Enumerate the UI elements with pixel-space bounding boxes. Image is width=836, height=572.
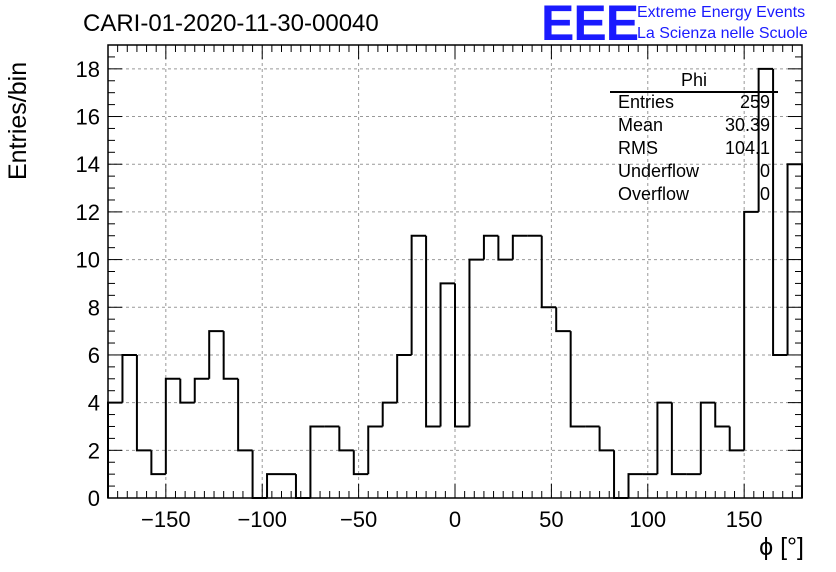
tick-labels: −150 −100 −50 0 50 100 150 0 2 4 6 8 10 12 14 16 18 [76,57,763,532]
histogram-bin [728,426,745,452]
stats-value: 30.39 [724,115,770,135]
logo-text-line1: Extreme Energy Events [637,4,806,21]
stats-value: 259 [739,92,770,112]
stats-value: 0 [759,184,770,204]
x-tick-label: 150 [726,507,763,532]
histogram-bin [222,331,239,380]
histogram-bin [482,234,499,260]
y-axis-label: Entries/bin [4,61,32,180]
histogram-bin [309,425,325,498]
y-tick-label: 2 [88,438,100,463]
grid-lines [108,45,802,498]
histogram-bin [656,401,672,475]
histogram-bin [135,354,152,452]
histogram-bin [121,353,137,403]
histogram-bin [772,68,788,356]
x-tick-label: −50 [340,507,377,532]
x-tick-label: −150 [141,507,191,532]
histogram-bin [266,473,282,498]
stats-key: Overflow [618,184,690,204]
histogram-bin [425,235,441,428]
histogram-bin [613,450,629,499]
eee-logo: EEE Extreme Energy Events La Scienza nel… [541,0,831,51]
stats-key: RMS [618,138,658,158]
stats-row-overflow: Overflow 0 [618,184,770,207]
histogram-bin [670,402,687,476]
x-tick-label: 100 [629,507,666,532]
stats-title: Phi [680,70,707,90]
y-tick-label: 12 [76,200,100,225]
histogram-bin [381,401,398,427]
y-tick-label: 6 [88,343,100,368]
stats-box: Phi Entries 259 Mean 30.39 RMS 104.1 Und… [610,70,778,210]
stats-key: Entries [618,92,675,112]
histogram-bin [208,330,224,379]
stats-row-underflow: Underflow 0 [618,161,770,184]
y-tick-label: 14 [76,152,100,177]
x-tick-label: 50 [539,507,563,532]
x-tick-label: 0 [449,507,461,532]
histogram-bin [757,67,774,212]
histogram-bin [569,331,586,428]
histogram-bin [497,235,513,261]
y-tick-label: 18 [76,57,100,82]
y-tick-label: 8 [88,295,100,320]
stats-key: Underflow [618,161,700,181]
y-tick-label: 16 [76,105,100,130]
y-tick-label: 10 [76,248,100,273]
histogram-bin [410,234,427,355]
y-tick-label: 0 [88,486,100,511]
chart-title: CARI-01-2020-11-30-00040 [83,10,379,37]
stats-row-rms: RMS 104.1 [618,138,770,161]
histogram-bin [511,234,528,260]
histogram-bin [540,235,557,309]
histogram-bin [251,450,268,499]
histogram-series [107,67,803,499]
eee-logo-mark: EEE [541,0,639,51]
histogram-bin [468,258,484,427]
y-tick-label: 4 [88,391,100,416]
histogram-bin [627,473,643,498]
axes [107,44,803,499]
histogram-bin [179,378,195,404]
histogram-bin [164,377,181,475]
histogram-bin [367,425,383,475]
histogram-bin [193,377,210,403]
histogram-bin [237,378,253,452]
histogram-bin [294,474,311,499]
histogram-bin [598,426,615,452]
histogram-bin [555,307,571,333]
x-axis-label: ϕ [°] [759,533,804,561]
histogram-bin [396,353,412,403]
histogram-bin [454,283,470,428]
stats-value: 0 [759,161,770,181]
stats-row-entries: Entries 259 [618,92,770,115]
stats-key: Mean [618,115,664,135]
histogram-bin [439,282,455,427]
x-tick-label: −100 [237,507,287,532]
histogram-bin [338,426,354,452]
histogram-bin [150,450,166,476]
logo-text-line2: La Scienza nelle Scuole [637,25,808,42]
histogram-bin [699,401,716,475]
histogram-bin [714,402,730,428]
histogram-bin [352,450,369,476]
stats-separator [610,91,778,93]
stats-row-mean: Mean 30.39 [618,115,770,138]
stats-value: 104.1 [724,138,770,158]
histogram-bin [743,210,759,451]
